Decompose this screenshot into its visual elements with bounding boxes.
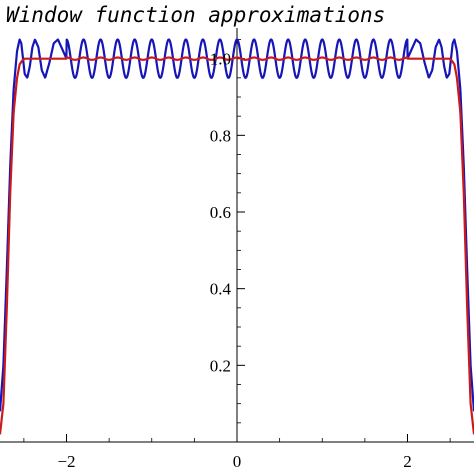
y-tick-label: 0.4 [210,280,232,299]
y-tick-label: 0.2 [210,356,231,375]
x-tick-label: 2 [403,452,412,471]
series-line-1 [0,38,474,412]
x-tick-label: −2 [57,452,75,471]
y-tick-label: 0.8 [210,126,231,145]
axes [0,28,474,443]
chart-title: Window function approximations [6,3,385,27]
series-group [0,38,474,435]
y-tick-label: 1.0 [210,50,231,69]
tick-labels: −2 0 2 0.2 0.4 0.6 0.8 1.0 [57,50,411,471]
x-tick-label: 0 [233,452,242,471]
series-line-2 [0,56,474,435]
y-tick-label: 0.6 [210,203,231,222]
